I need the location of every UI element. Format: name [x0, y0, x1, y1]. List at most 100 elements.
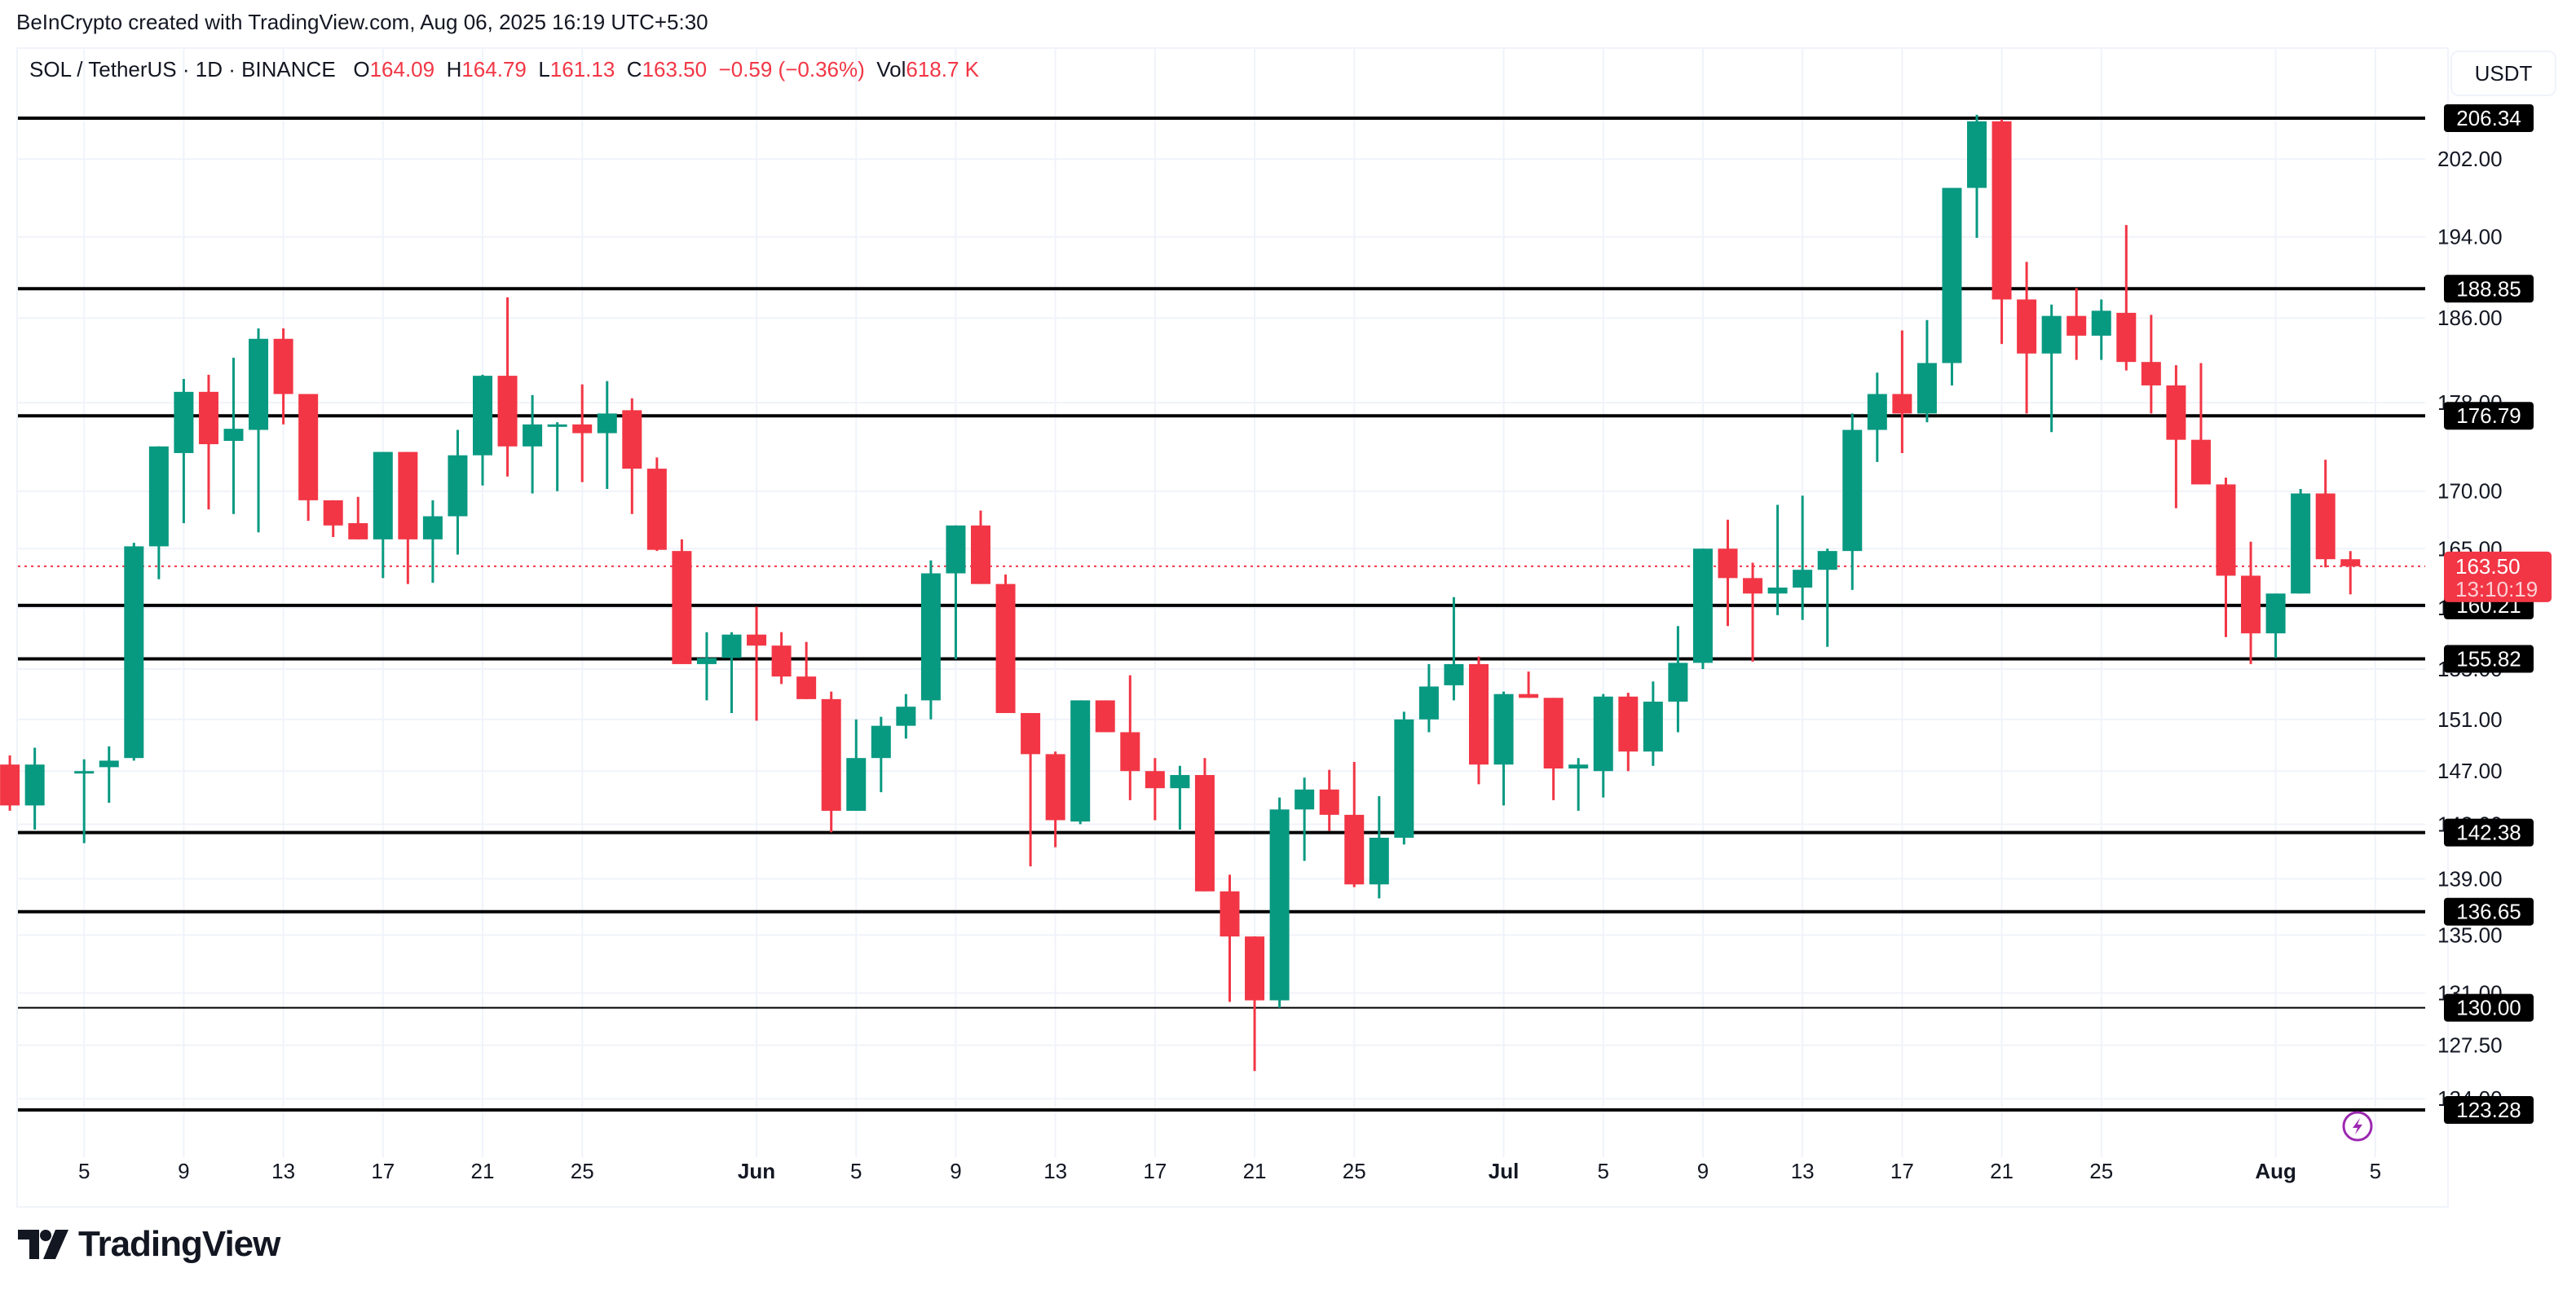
candle[interactable] — [1344, 761, 1365, 887]
candle[interactable] — [1295, 777, 1315, 861]
candle[interactable] — [323, 500, 343, 537]
candle[interactable] — [1021, 712, 1041, 867]
candle[interactable] — [99, 746, 119, 804]
candle[interactable] — [1394, 711, 1414, 845]
candle[interactable] — [696, 632, 717, 701]
candle[interactable] — [2017, 262, 2037, 414]
candle[interactable] — [2116, 225, 2137, 371]
currency-button[interactable]: USDT — [2450, 51, 2556, 96]
candle[interactable] — [2141, 315, 2161, 414]
candle[interactable] — [1269, 797, 1290, 1008]
candle[interactable] — [846, 719, 867, 811]
candle[interactable] — [771, 632, 792, 685]
candle[interactable] — [74, 759, 95, 843]
candle[interactable] — [2241, 541, 2261, 664]
candle[interactable] — [448, 429, 468, 555]
candle[interactable] — [1070, 700, 1091, 825]
candle[interactable] — [821, 691, 841, 833]
candle[interactable] — [1992, 119, 2012, 345]
candle[interactable] — [1145, 758, 1165, 821]
candle[interactable] — [298, 394, 319, 522]
candle[interactable] — [1444, 597, 1464, 701]
candle[interactable] — [373, 451, 393, 579]
candle[interactable] — [1245, 936, 1265, 1072]
candle[interactable] — [24, 747, 45, 830]
candle[interactable] — [2291, 488, 2311, 594]
candle[interactable] — [0, 755, 20, 811]
candle[interactable] — [1842, 413, 1863, 590]
candle[interactable] — [348, 496, 368, 539]
candle[interactable] — [1418, 663, 1439, 733]
candle[interactable] — [497, 297, 518, 477]
candle[interactable] — [1568, 758, 1589, 811]
candle[interactable] — [1942, 187, 1962, 385]
candle[interactable] — [1643, 681, 1663, 766]
candle[interactable] — [1469, 656, 1489, 785]
candle[interactable] — [896, 694, 916, 739]
candle[interactable] — [398, 451, 418, 584]
candle[interactable] — [1692, 548, 1713, 669]
candle[interactable] — [597, 381, 617, 489]
candle[interactable] — [622, 398, 642, 514]
alert-bolt-icon[interactable] — [2342, 1111, 2373, 1142]
candle[interactable] — [1170, 765, 1190, 830]
candle[interactable] — [871, 716, 891, 793]
candle[interactable] — [1095, 700, 1115, 733]
candle[interactable] — [1369, 795, 1389, 899]
candle[interactable] — [2265, 593, 2286, 658]
candle[interactable] — [1917, 319, 1937, 423]
candle[interactable] — [971, 510, 990, 584]
candle[interactable] — [1618, 693, 1639, 772]
high-label: H — [446, 57, 462, 81]
candle[interactable] — [1519, 672, 1539, 698]
candle[interactable] — [1967, 114, 1987, 238]
candle[interactable] — [2340, 551, 2361, 595]
candle[interactable] — [1867, 372, 1887, 462]
candle[interactable] — [946, 525, 966, 659]
low-label: L — [538, 57, 550, 81]
candle[interactable] — [1543, 698, 1564, 800]
candle[interactable] — [2091, 299, 2111, 360]
candle[interactable] — [1593, 694, 1613, 798]
candle[interactable] — [2166, 365, 2186, 509]
candle[interactable] — [198, 374, 218, 510]
candle[interactable] — [422, 500, 443, 583]
candle[interactable] — [2041, 304, 2062, 433]
candle[interactable] — [672, 539, 692, 664]
candle[interactable] — [1718, 519, 1738, 627]
candle[interactable] — [249, 328, 269, 533]
candle[interactable] — [148, 446, 169, 579]
candle[interactable] — [2315, 460, 2336, 568]
candle[interactable] — [1892, 330, 1912, 453]
candle[interactable] — [1493, 691, 1514, 806]
candle[interactable] — [2216, 478, 2236, 637]
candle[interactable] — [1045, 751, 1065, 848]
symbol-name[interactable]: SOL / TetherUS · 1D · BINANCE — [29, 57, 336, 81]
candle[interactable] — [1743, 562, 1763, 662]
candle[interactable] — [747, 606, 767, 721]
candle[interactable] — [1220, 874, 1240, 1002]
candle[interactable] — [1793, 495, 1813, 620]
candle[interactable] — [1767, 504, 1788, 615]
candle[interactable] — [1194, 758, 1215, 892]
candle[interactable] — [920, 560, 941, 720]
candle[interactable] — [572, 384, 593, 482]
candle[interactable] — [721, 632, 742, 713]
candle[interactable] — [1817, 548, 1837, 647]
candle[interactable] — [223, 357, 244, 514]
candle[interactable] — [1120, 675, 1140, 800]
candle[interactable] — [174, 379, 194, 523]
candle[interactable] — [796, 641, 817, 699]
candle[interactable] — [995, 574, 1016, 713]
candle[interactable] — [2067, 288, 2087, 360]
candle[interactable] — [1668, 626, 1688, 733]
candle[interactable] — [273, 328, 293, 425]
candle[interactable] — [547, 422, 567, 491]
candle[interactable] — [646, 457, 667, 552]
candle[interactable] — [124, 543, 144, 761]
candle[interactable] — [1319, 769, 1339, 831]
candle[interactable] — [2190, 363, 2211, 485]
candle[interactable] — [473, 374, 492, 486]
candle[interactable] — [523, 394, 543, 494]
